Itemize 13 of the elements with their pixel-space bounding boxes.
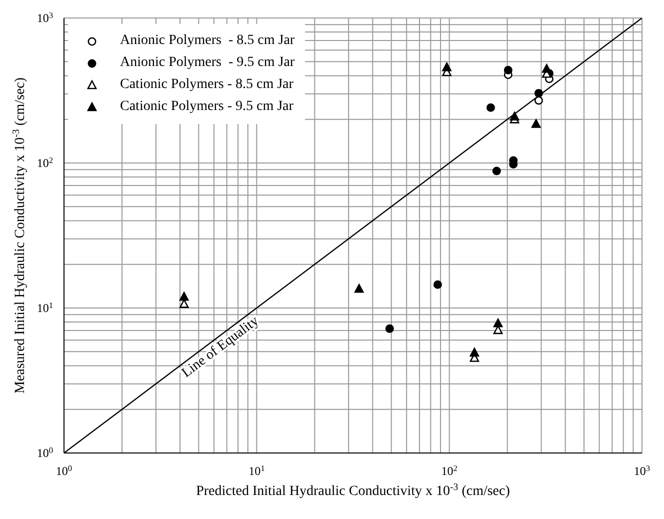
y-tick-label: 10$^{2}$ bbox=[36, 156, 53, 170]
x-tick-label: 10$^{2}$ bbox=[441, 464, 458, 478]
x-tick-label: 10$^{3}$ bbox=[634, 464, 650, 478]
legend-label: Cationic Polymers - 8.5 cm Jar bbox=[120, 77, 294, 92]
y-tick-label: 10$^{1}$ bbox=[36, 300, 53, 315]
legend-label: Anionic Polymers - 8.5 cm Jar bbox=[120, 33, 295, 48]
x-tick-label: 10$^{0}$ bbox=[56, 464, 72, 478]
x-axis-title: Predicted Initial Hydraulic Conductivity x 10$^{-3}$ (cm/sec) bbox=[196, 482, 510, 499]
x-tick-label: 10$^{1}$ bbox=[248, 464, 265, 478]
y-tick-label: 10$^{0}$ bbox=[36, 446, 53, 460]
y-tick-label: 10$^{3}$ bbox=[36, 10, 53, 25]
legend-label: Cationic Polymers - 9.5 cm Jar bbox=[120, 99, 294, 114]
legend-label: Anionic Polymers - 9.5 cm Jar bbox=[120, 55, 295, 70]
